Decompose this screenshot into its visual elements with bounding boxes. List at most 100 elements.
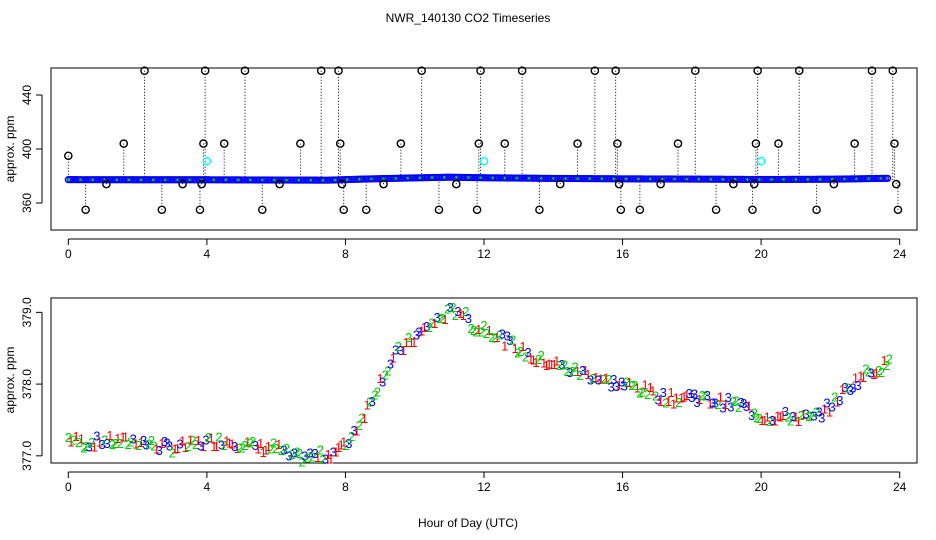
- series-1-marker: 1: [265, 439, 272, 454]
- series-1-marker: 1: [602, 370, 609, 385]
- series-2-point: [758, 178, 761, 181]
- raw-spike-point: [64, 151, 73, 161]
- series-2-marker: 2: [569, 364, 576, 379]
- raw-spike-point: [590, 66, 600, 75]
- series-2-marker: 2: [299, 454, 306, 469]
- series-2-point: [794, 178, 798, 181]
- raw-spike-point: [396, 139, 406, 148]
- series-2-point: [576, 177, 579, 180]
- series-2-marker: 2: [169, 446, 176, 461]
- series-1-marker: 1: [91, 440, 98, 455]
- raw-spike-point: [379, 179, 388, 189]
- series-3-marker: 3: [719, 400, 726, 415]
- series-1-marker: 1: [880, 353, 887, 368]
- raw-spike-point: [316, 66, 326, 75]
- series-1-marker: 1: [597, 372, 604, 387]
- series-2-marker: 2: [514, 346, 521, 361]
- series-2-point: [224, 178, 228, 182]
- series-1-marker: 1: [327, 451, 334, 466]
- series-1-marker: 1: [228, 437, 235, 452]
- raw-spike-point: [417, 66, 426, 75]
- series-2-marker: 2: [753, 411, 760, 426]
- series-1-marker: 1: [777, 409, 784, 424]
- bottom-y-axis: 377.0 378.0 379.0: [20, 297, 43, 471]
- series-2-marker: 2: [319, 452, 326, 467]
- series-2-point: [721, 177, 725, 181]
- series-3-marker: 3: [525, 345, 532, 360]
- series-1-marker: 1: [410, 335, 417, 350]
- series-1-marker: 1: [244, 434, 251, 449]
- series-3-marker: 3: [504, 329, 511, 344]
- series-3-marker: 3: [345, 436, 352, 451]
- series-1-marker: 1: [800, 407, 807, 422]
- series-2-point: [357, 177, 361, 181]
- series-3-marker: 3: [434, 310, 441, 325]
- series-1-marker: 1: [764, 410, 771, 425]
- series-2-point: [236, 178, 240, 182]
- top-y-axis-label: approx. ppm: [3, 116, 17, 183]
- series-2-point: [503, 176, 507, 180]
- raw-spike-point: [748, 205, 757, 215]
- series-1-marker: 1: [119, 429, 126, 444]
- series-3-marker: 3: [743, 399, 750, 414]
- series-2-point: [406, 176, 410, 180]
- series-1-marker: 1: [353, 423, 360, 438]
- series-2-marker: 2: [478, 324, 485, 339]
- raw-spike-point: [197, 179, 206, 189]
- series-2-marker: 2: [488, 330, 495, 345]
- series-1-marker: 1: [615, 378, 622, 393]
- raw-spike-point: [656, 179, 665, 189]
- series-2-marker: 2: [639, 385, 646, 400]
- series-3-marker: 3: [322, 451, 329, 466]
- series-2-marker: 2: [522, 350, 529, 365]
- series-1-marker: 1: [187, 432, 194, 447]
- series-2-marker: 2: [766, 414, 773, 429]
- raw-spike-point: [275, 179, 284, 189]
- series-2-marker: 2: [628, 378, 635, 393]
- raw-spike-point: [753, 66, 762, 75]
- series-2-marker: 2: [787, 413, 794, 428]
- averaged-point: [883, 174, 892, 182]
- series-2-point: [127, 178, 131, 182]
- raw-spike-point: [178, 179, 187, 189]
- raw-spike-point: [673, 139, 683, 148]
- bottom-y-axis-label: approx. ppm: [3, 347, 17, 414]
- series-2-point: [91, 178, 94, 181]
- series-2-marker: 2: [65, 430, 72, 445]
- series-2-marker: 2: [366, 394, 373, 409]
- series-3-marker: 3: [618, 375, 625, 390]
- series-3-marker: 3: [660, 385, 667, 400]
- top-y-axis: 360 400 440: [20, 85, 43, 213]
- series-2-marker: 2: [241, 438, 248, 453]
- series-3-marker: 3: [499, 327, 506, 342]
- raw-spike-point: [616, 205, 626, 215]
- bottom-y-tick-label: 377.0: [20, 440, 34, 470]
- series-1-marker: 1: [132, 436, 139, 451]
- series-2-marker: 2: [236, 440, 243, 455]
- series-1-marker: 1: [519, 339, 526, 354]
- raw-spike-point: [812, 205, 821, 215]
- raw-spike-point: [635, 205, 645, 215]
- series-1-marker: 1: [314, 450, 321, 465]
- series-2-marker: 2: [751, 406, 758, 421]
- series-2-marker: 2: [600, 372, 607, 387]
- series-2-point: [600, 177, 604, 181]
- bottom-panel: 2121212232131323122121122312133222131333…: [3, 297, 918, 494]
- series-2-marker: 2: [756, 411, 763, 426]
- raw-spike-point: [337, 179, 347, 189]
- raw-spike-point: [751, 139, 761, 148]
- series-2-marker: 2: [348, 429, 355, 444]
- series-2-marker: 2: [449, 300, 456, 315]
- series-2-marker: 2: [145, 436, 152, 451]
- series-2-point: [345, 178, 349, 181]
- series-2-marker: 2: [304, 450, 311, 465]
- series-1-marker: 1: [363, 398, 370, 413]
- top-x-tick-label: 0: [65, 247, 72, 261]
- series-2-marker: 2: [356, 418, 363, 433]
- series-2-marker: 2: [109, 437, 116, 452]
- series-3-marker: 3: [286, 449, 293, 464]
- series-3-marker: 3: [709, 396, 716, 411]
- series-1-marker: 1: [234, 441, 241, 456]
- series-2-point: [770, 178, 773, 181]
- series-2-marker: 2: [886, 351, 893, 366]
